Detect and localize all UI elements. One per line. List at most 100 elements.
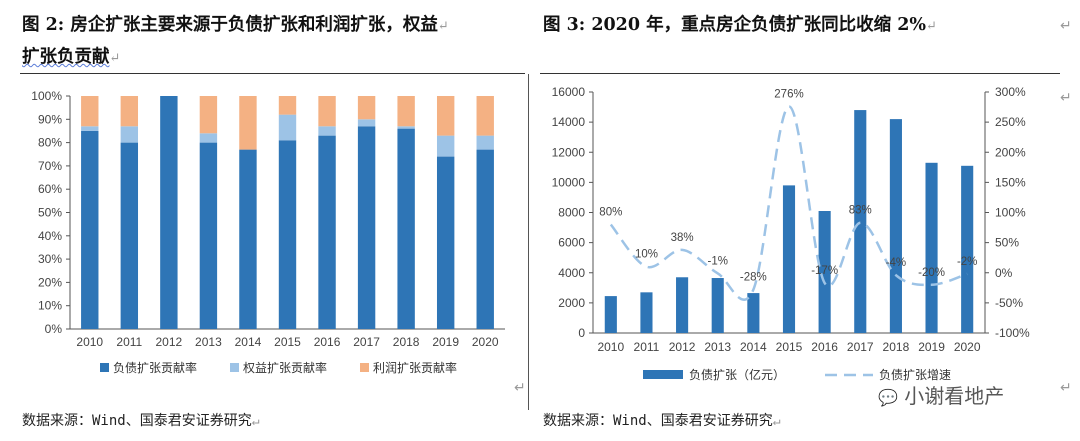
- y-tick-label: 6000: [558, 236, 585, 250]
- y-tick-label: 0: [578, 326, 585, 340]
- x-tick-label: 2014: [740, 340, 767, 354]
- x-tick-label: 2013: [704, 340, 731, 354]
- debt-bar-segment: [120, 142, 139, 329]
- profit-bar-segment: [476, 96, 494, 136]
- x-tick-label: 2016: [314, 335, 341, 349]
- paragraph-mark: ↵: [514, 380, 526, 396]
- right-title-text: 图 3: 2020 年，重点房企负债扩张同比收缩 2%: [543, 15, 927, 35]
- profit-bar-segment: [397, 96, 415, 127]
- source-note-left: 数据来源：Wind、国泰君安证券研究↵: [22, 410, 260, 430]
- left-chart-title: 图 2: 房企扩张主要来源于负债扩张和利润扩张，权益↵ 扩张负贡献↵: [22, 10, 522, 74]
- equity-bar-segment: [357, 119, 376, 127]
- left-title-line2: 扩张负贡献: [22, 47, 110, 67]
- debt-expansion-bar: [818, 210, 831, 333]
- paragraph-mark: ↵: [772, 414, 781, 429]
- y-tick-label: 12000: [552, 145, 586, 159]
- table-rule-left: [20, 73, 525, 74]
- debt-bar-segment: [278, 140, 297, 329]
- growth-data-label: -1%: [708, 255, 728, 267]
- debt-bar-segment: [239, 149, 257, 329]
- y-tick-label: 70%: [38, 159, 62, 173]
- profit-bar-segment: [239, 96, 257, 150]
- legend-label: 负债扩张贡献率: [113, 360, 197, 375]
- y-tick-label: 30%: [38, 252, 62, 266]
- legend-label: 负债扩张（亿元）: [689, 367, 785, 382]
- y2-tick-label: -100%: [995, 326, 1030, 340]
- y-tick-label: 90%: [38, 112, 62, 126]
- y2-tick-label: 50%: [995, 236, 1019, 250]
- x-tick-label: 2015: [776, 340, 803, 354]
- growth-data-label: -28%: [740, 272, 767, 284]
- debt-legend-swatch: [100, 363, 109, 372]
- profit-legend-swatch: [360, 363, 369, 372]
- debt-expansion-bar: [925, 162, 938, 333]
- profit-bar-segment: [318, 96, 336, 127]
- bar-line-chart: 0 2000 4000 6000 8000 10000 12000 14000 16000 -10…: [552, 85, 1030, 382]
- x-tick-label: 2012: [669, 340, 696, 354]
- y2-tick-label: -50%: [995, 296, 1023, 310]
- table-rule-right: [540, 73, 1060, 74]
- equity-legend-swatch: [230, 363, 239, 372]
- growth-data-label: -4%: [886, 257, 906, 269]
- debt-expansion-bar: [676, 277, 689, 333]
- x-tick-label: 2020: [472, 335, 499, 349]
- x-tick-label: 2019: [432, 335, 459, 349]
- debt-bar-segment: [160, 96, 178, 329]
- growth-data-label: 38%: [671, 232, 694, 244]
- x-tick-label: 2019: [918, 340, 945, 354]
- x-tick-label: 2014: [235, 335, 262, 349]
- left-title-line1: 图 2: 房企扩张主要来源于负债扩张和利润扩张，权益: [22, 15, 438, 35]
- x-tick-label: 2016: [811, 340, 838, 354]
- stacked-bar-chart: 0% 10% 20% 30% 40% 50% 60% 70% 80% 90% 100% 2010 201…: [31, 89, 505, 375]
- debt-bar-segment: [199, 142, 218, 329]
- debt-expansion-bar: [889, 119, 902, 333]
- equity-bar-segment: [81, 126, 99, 131]
- paragraph-mark: ↵: [251, 414, 260, 429]
- source-text-right: 数据来源：Wind、国泰君安证券研究: [543, 413, 773, 429]
- watermark-text: 小谢看地产: [904, 384, 1005, 408]
- growth-data-label: 83%: [849, 205, 872, 217]
- equity-bar-segment: [397, 126, 415, 129]
- equity-bar-segment: [199, 133, 218, 143]
- paragraph-mark: ↵: [1060, 18, 1072, 34]
- debt-expansion-bar: [747, 293, 760, 333]
- y2-tick-label: 150%: [995, 175, 1026, 189]
- x-tick-label: 2010: [76, 335, 103, 349]
- growth-data-label: -2%: [957, 256, 977, 268]
- column-separator: [528, 74, 529, 410]
- y-tick-label: 14000: [552, 115, 586, 129]
- equity-bar-segment: [120, 126, 139, 143]
- equity-bar-segment: [476, 135, 494, 150]
- profit-bar-segment: [199, 96, 218, 134]
- growth-data-label: 80%: [599, 207, 622, 219]
- profit-bar-segment: [436, 96, 455, 136]
- growth-data-label: -17%: [811, 265, 838, 277]
- right-chart-title: 图 3: 2020 年，重点房企负债扩张同比收缩 2%↵: [543, 10, 1023, 42]
- debt-expansion-bar: [782, 185, 796, 333]
- x-tick-label: 2013: [195, 335, 222, 349]
- source-note-right: 数据来源：Wind、国泰君安证券研究↵: [543, 410, 781, 430]
- x-tick-label: 2011: [634, 340, 660, 354]
- legend-label: 权益扩张贡献率: [243, 360, 327, 375]
- profit-bar-segment: [278, 96, 297, 115]
- growth-data-label: -20%: [918, 267, 945, 279]
- debt-bar-segment: [436, 156, 455, 329]
- y-tick-label: 10%: [38, 299, 62, 313]
- x-tick-label: 2012: [156, 335, 183, 349]
- y-tick-label: 4000: [558, 266, 585, 280]
- debt-bar-segment: [476, 149, 494, 329]
- growth-data-label: 276%: [774, 88, 803, 100]
- paragraph-mark: ↵: [1060, 380, 1072, 396]
- paragraph-mark: ↵: [109, 51, 121, 66]
- equity-bar-segment: [278, 114, 297, 141]
- x-tick-label: 2017: [353, 335, 380, 349]
- y2-tick-label: 250%: [995, 115, 1026, 129]
- paragraph-mark: ↵: [926, 19, 937, 34]
- growth-data-label: 10%: [635, 249, 658, 261]
- y-tick-label: 80%: [38, 136, 62, 150]
- watermark: 💬 小谢看地产: [878, 380, 1004, 409]
- debt-bar-segment: [318, 135, 336, 329]
- x-tick-label: 2017: [847, 340, 874, 354]
- y2-tick-label: 100%: [995, 206, 1026, 220]
- y-tick-label: 8000: [558, 206, 585, 220]
